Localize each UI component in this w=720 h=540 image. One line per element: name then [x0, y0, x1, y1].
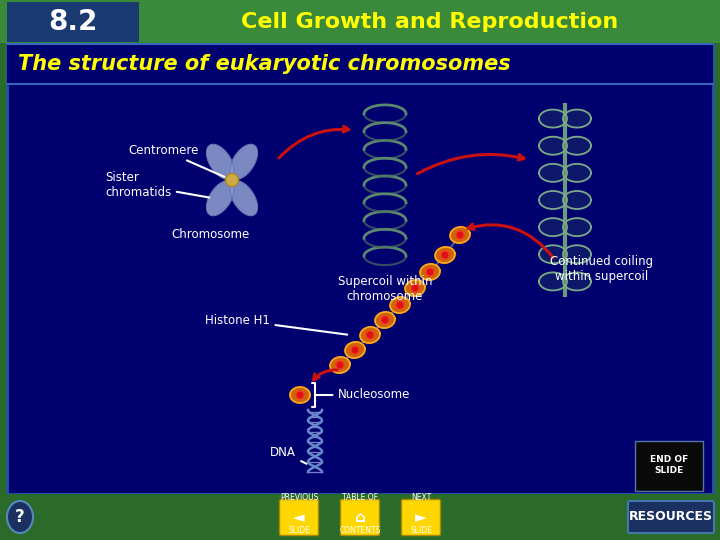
Text: Nucleosome: Nucleosome: [312, 383, 410, 407]
Polygon shape: [405, 280, 425, 296]
Bar: [0, 494, 720, 540]
Text: CONTENTS: CONTENTS: [339, 526, 381, 535]
Text: NEXT: NEXT: [411, 493, 431, 502]
Bar: [0, 0, 720, 43]
Text: Supercoil within
chromosome: Supercoil within chromosome: [338, 275, 432, 303]
Text: Chromosome: Chromosome: [171, 228, 249, 241]
Circle shape: [336, 361, 344, 369]
Polygon shape: [563, 137, 591, 155]
Text: 8.2: 8.2: [48, 8, 98, 36]
Polygon shape: [539, 273, 567, 291]
Bar: [635, 441, 703, 491]
Polygon shape: [563, 191, 591, 209]
FancyBboxPatch shape: [341, 500, 379, 536]
Text: ◄: ◄: [293, 510, 305, 525]
Text: PREVIOUS: PREVIOUS: [280, 493, 318, 502]
Circle shape: [351, 346, 359, 354]
Polygon shape: [345, 342, 365, 358]
FancyBboxPatch shape: [279, 500, 318, 536]
Polygon shape: [450, 227, 470, 243]
Text: TABLE OF: TABLE OF: [342, 493, 378, 502]
Polygon shape: [539, 245, 567, 264]
Text: DNA: DNA: [270, 446, 307, 464]
Text: Continued coiling
within supercoil: Continued coiling within supercoil: [550, 255, 654, 283]
Polygon shape: [290, 387, 310, 403]
Circle shape: [441, 251, 449, 259]
Polygon shape: [563, 245, 591, 264]
Polygon shape: [539, 218, 567, 236]
Bar: [7, 44, 713, 84]
Text: The structure of eukaryotic chromosomes: The structure of eukaryotic chromosomes: [18, 54, 510, 74]
Polygon shape: [563, 110, 591, 127]
Polygon shape: [435, 247, 455, 263]
Polygon shape: [563, 273, 591, 291]
Text: Sister
chromatids: Sister chromatids: [105, 171, 210, 199]
Polygon shape: [390, 297, 410, 313]
Polygon shape: [207, 181, 234, 215]
Text: Histone H1: Histone H1: [205, 314, 347, 335]
Text: SLIDE: SLIDE: [410, 526, 432, 535]
Polygon shape: [539, 137, 567, 155]
Circle shape: [366, 331, 374, 339]
Circle shape: [225, 173, 238, 186]
Text: RESOURCES: RESOURCES: [629, 510, 713, 523]
Bar: [713, 0, 720, 540]
FancyBboxPatch shape: [7, 2, 139, 42]
Polygon shape: [539, 164, 567, 182]
Text: END OF
SLIDE: END OF SLIDE: [650, 455, 688, 475]
Polygon shape: [375, 312, 395, 328]
Text: ?: ?: [15, 508, 25, 526]
Polygon shape: [539, 110, 567, 127]
FancyBboxPatch shape: [402, 500, 441, 536]
Circle shape: [296, 391, 304, 399]
Polygon shape: [539, 191, 567, 209]
Polygon shape: [230, 145, 257, 179]
Circle shape: [411, 284, 419, 292]
Polygon shape: [330, 357, 350, 373]
Polygon shape: [420, 264, 440, 280]
Circle shape: [381, 316, 389, 324]
Circle shape: [396, 301, 404, 309]
Polygon shape: [230, 181, 257, 215]
Text: Centromere: Centromere: [128, 144, 225, 177]
Polygon shape: [563, 164, 591, 182]
Text: Cell Growth and Reproduction: Cell Growth and Reproduction: [241, 12, 618, 32]
Polygon shape: [207, 145, 234, 179]
Polygon shape: [360, 327, 380, 343]
Bar: [7, 44, 713, 494]
Text: ⌂: ⌂: [354, 510, 366, 525]
Bar: [0, 0, 7, 540]
Polygon shape: [563, 218, 591, 236]
Circle shape: [456, 231, 464, 239]
FancyBboxPatch shape: [628, 501, 714, 533]
Text: SLIDE: SLIDE: [288, 526, 310, 535]
Text: ►: ►: [415, 510, 427, 525]
Ellipse shape: [7, 501, 33, 533]
Circle shape: [426, 268, 434, 276]
